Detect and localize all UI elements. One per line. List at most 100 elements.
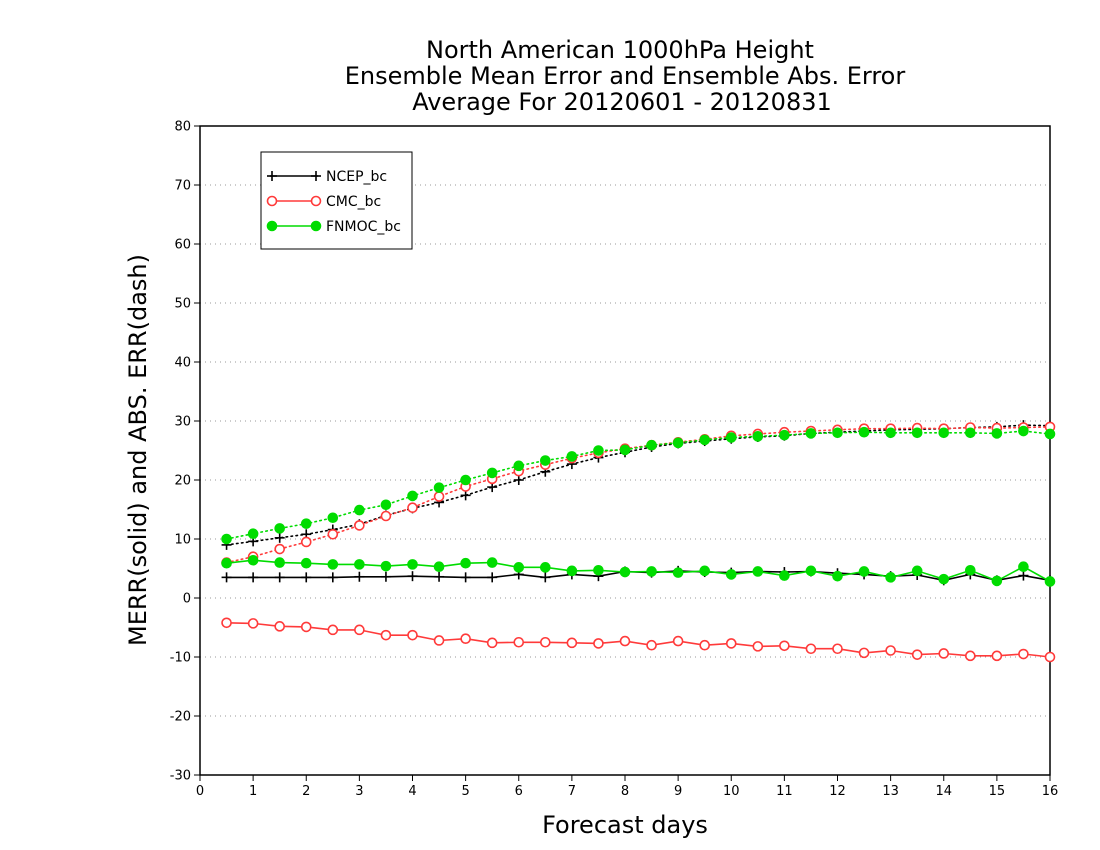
cmc-bc-merr-point: [540, 636, 551, 648]
fnmoc-bc-abs-err-point: [991, 428, 1003, 439]
cmc-bc-merr-point: [460, 633, 471, 645]
fnmoc-bc-abs-err-point: [752, 431, 764, 442]
fnmoc-bc-merr-point: [354, 559, 365, 570]
fnmoc-bc-abs-err-point: [460, 474, 471, 486]
fnmoc-bc-merr-point: [805, 565, 817, 577]
fnmoc-bc-merr-point: [832, 570, 843, 582]
cmc-bc-merr-point: [407, 629, 418, 641]
fnmoc-bc-merr-point: [885, 572, 896, 583]
ncep-bc-merr-point: [380, 571, 391, 582]
fnmoc-bc-abs-err-point: [911, 427, 923, 439]
x-tick-label: 5: [461, 784, 469, 799]
title-line-3: Average For 20120601 - 20120831: [412, 88, 832, 116]
y-tick-label: 70: [174, 179, 191, 194]
fnmoc-bc-abs-err-point: [540, 455, 551, 466]
fnmoc-bc-abs-err-point: [433, 482, 445, 493]
y-tick-label: 40: [174, 356, 191, 371]
fnmoc-bc-abs-err-point: [725, 432, 737, 443]
y-tick-label: -20: [170, 710, 191, 725]
cmc-bc-merr-point: [965, 650, 976, 662]
ncep-bc-merr-point: [354, 571, 365, 582]
cmc-bc-merr-point: [991, 650, 1003, 662]
fnmoc-bc-abs-err-point: [619, 444, 631, 456]
x-tick-label: 15: [989, 784, 1006, 799]
series-layer: [221, 420, 1056, 663]
cmc-bc-merr-point: [619, 635, 631, 647]
fnmoc-bc-merr-point: [486, 557, 498, 568]
fnmoc-bc-abs-err-point: [832, 427, 843, 439]
cmc-bc-abs-err-point: [354, 520, 365, 531]
fnmoc-bc-merr-point: [433, 561, 445, 573]
y-tick-label: -30: [170, 769, 191, 784]
cmc-bc-merr-point: [1044, 651, 1056, 663]
series-ncep-bc: [221, 420, 1055, 586]
fnmoc-bc-abs-err-point: [274, 523, 285, 534]
cmc-bc-abs-err-point: [300, 536, 312, 548]
x-tick-label: 11: [776, 784, 793, 799]
y-tick-label: 80: [174, 120, 191, 135]
fnmoc-bc-merr-point: [619, 566, 631, 578]
cmc-bc-merr-point: [1018, 648, 1029, 660]
fnmoc-bc-merr-point: [407, 559, 418, 570]
fnmoc-bc-abs-err-point: [486, 467, 498, 479]
ncep-bc-abs-err-point: [274, 532, 285, 543]
ncep-bc-abs-err-point: [460, 490, 471, 501]
fnmoc-bc-merr-point: [1044, 576, 1056, 587]
fnmoc-bc-abs-err-point: [513, 460, 525, 472]
ncep-bc-abs-err-point: [513, 475, 524, 485]
ncep-bc-merr-point: [327, 572, 338, 583]
cmc-bc-merr-point: [911, 649, 923, 660]
fnmoc-bc-abs-err-line: [225, 430, 1051, 540]
x-tick-label: 13: [882, 784, 899, 799]
ncep-bc-merr-point: [1018, 570, 1029, 581]
cmc-bc-abs-err-point: [433, 491, 445, 502]
x-tick-label: 14: [935, 784, 952, 799]
cmc-bc-abs-err-line: [225, 426, 1051, 564]
fnmoc-bc-abs-err-point: [354, 504, 365, 516]
x-tick-label: 7: [568, 784, 576, 799]
legend-marker-left: [266, 195, 278, 207]
cmc-bc-merr-point: [247, 618, 259, 629]
fnmoc-bc-abs-err-point: [858, 426, 870, 438]
cmc-bc-abs-err-point: [407, 502, 418, 514]
legend: NCEP_bc CMC_bc FNMOC_bc: [260, 151, 413, 250]
cmc-bc-merr-point: [646, 639, 657, 651]
cmc-bc-abs-err-point: [327, 528, 339, 540]
x-tick-label: 6: [515, 784, 523, 799]
x-tick-label: 9: [674, 784, 682, 799]
fnmoc-bc-abs-err-point: [938, 427, 950, 439]
x-tick-label: 8: [621, 784, 629, 799]
ncep-bc-merr-point: [460, 572, 471, 583]
cmc-bc-merr-point: [354, 624, 365, 636]
ncep-bc-merr-point: [434, 571, 445, 582]
fnmoc-bc-merr-point: [699, 565, 710, 577]
cmc-bc-merr-point: [221, 617, 232, 629]
cmc-bc-abs-err-point: [274, 543, 285, 555]
cmc-bc-merr-point: [885, 645, 896, 656]
legend-label-ncep-bc: NCEP_bc: [326, 169, 387, 185]
fnmoc-bc-merr-point: [300, 557, 312, 569]
fnmoc-bc-abs-err-point: [965, 427, 976, 439]
fnmoc-bc-merr-point: [327, 559, 339, 570]
legend-marker-left: [266, 220, 278, 232]
fnmoc-bc-abs-err-point: [1044, 428, 1056, 440]
cmc-bc-merr-point: [699, 639, 710, 651]
cmc-bc-merr-point: [805, 643, 817, 655]
cmc-bc-merr-point: [274, 621, 285, 632]
x-tick-label: 1: [249, 784, 257, 799]
fnmoc-bc-merr-point: [460, 557, 471, 569]
legend-marker-right: [310, 220, 322, 232]
fnmoc-bc-merr-point: [938, 573, 950, 585]
fnmoc-bc-merr-point: [858, 566, 870, 577]
title-line-2: Ensemble Mean Error and Ensemble Abs. Er…: [345, 62, 906, 90]
fnmoc-bc-merr-point: [566, 565, 578, 577]
fnmoc-bc-merr-point: [779, 570, 790, 581]
y-tick-label: 10: [174, 533, 191, 548]
cmc-bc-merr-point: [938, 648, 950, 659]
y-tick-label: -10: [170, 651, 191, 666]
legend-marker-left: [267, 171, 277, 181]
fnmoc-bc-abs-err-point: [221, 533, 232, 545]
cmc-bc-merr-point: [513, 636, 525, 648]
cmc-bc-merr-point: [486, 637, 498, 649]
